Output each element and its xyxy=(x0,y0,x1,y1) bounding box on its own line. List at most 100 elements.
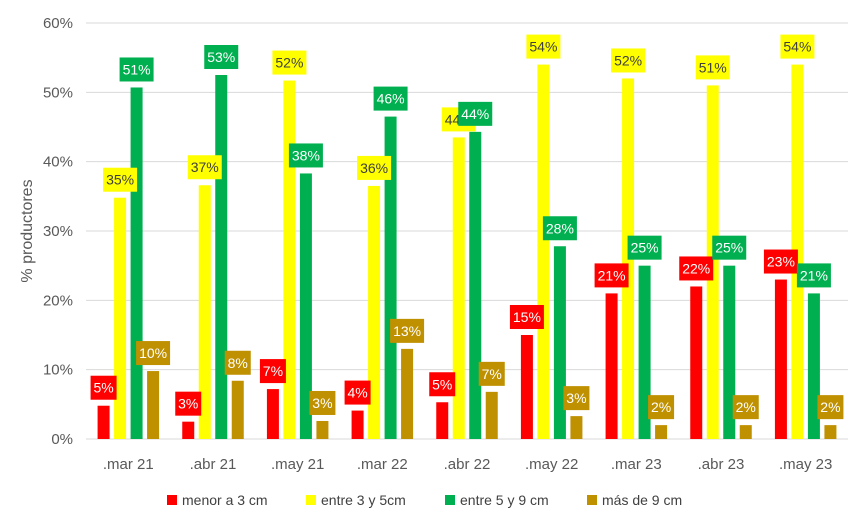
svg-text:37%: 37% xyxy=(191,159,219,175)
svg-text:25%: 25% xyxy=(631,240,659,256)
bar xyxy=(283,80,296,440)
legend-label: más de 9 cm xyxy=(602,492,682,508)
bar xyxy=(351,410,364,439)
y-axis-label: % productores xyxy=(19,179,36,282)
data-label: 51% xyxy=(695,55,730,80)
bar xyxy=(553,246,566,439)
bar xyxy=(266,389,279,439)
svg-text:35%: 35% xyxy=(106,172,134,188)
bar xyxy=(824,425,837,439)
data-label: 15% xyxy=(509,305,544,329)
legend-item: menor a 3 cm xyxy=(167,492,268,508)
bar xyxy=(520,335,533,439)
bar xyxy=(774,279,787,439)
svg-text:22%: 22% xyxy=(682,260,710,276)
data-label: 13% xyxy=(390,318,425,343)
legend-swatch xyxy=(445,495,455,505)
svg-text:7%: 7% xyxy=(263,363,283,379)
bar xyxy=(316,420,329,439)
svg-text:7%: 7% xyxy=(482,366,502,382)
y-tick-label: 60% xyxy=(43,15,73,32)
bar xyxy=(114,197,127,439)
data-label: 52% xyxy=(611,48,646,73)
data-label: 3% xyxy=(175,391,202,416)
data-label: 21% xyxy=(594,263,629,288)
svg-text:36%: 36% xyxy=(360,160,388,176)
data-label: 54% xyxy=(526,34,561,59)
bar xyxy=(605,293,618,439)
bar xyxy=(401,348,414,439)
bar xyxy=(723,265,736,439)
bar xyxy=(198,185,211,439)
data-label: 23% xyxy=(763,249,798,274)
svg-text:2%: 2% xyxy=(651,399,671,415)
svg-text:28%: 28% xyxy=(546,220,574,236)
bar xyxy=(182,421,195,439)
legend-item: entre 3 y 5cm xyxy=(306,492,406,508)
svg-text:46%: 46% xyxy=(377,91,405,107)
bar xyxy=(368,185,381,439)
x-tick-label: .mar 22 xyxy=(357,456,408,473)
data-label: 25% xyxy=(627,235,662,260)
data-label: 2% xyxy=(817,395,844,420)
x-tick-label: .may 23 xyxy=(779,456,832,473)
bar xyxy=(384,116,397,439)
svg-text:51%: 51% xyxy=(699,59,727,75)
legend-label: entre 5 y 9 cm xyxy=(460,492,549,508)
bar xyxy=(436,402,449,439)
svg-text:3%: 3% xyxy=(312,395,332,411)
svg-text:13%: 13% xyxy=(393,323,421,339)
svg-text:38%: 38% xyxy=(292,147,320,163)
data-label: 37% xyxy=(187,155,222,180)
svg-text:5%: 5% xyxy=(93,380,113,396)
svg-text:23%: 23% xyxy=(767,254,795,270)
data-label: 52% xyxy=(272,50,307,75)
legend-label: entre 3 y 5cm xyxy=(321,492,406,508)
legend-swatch xyxy=(167,495,177,505)
bar xyxy=(231,380,244,439)
bar xyxy=(690,286,703,439)
data-label: 7% xyxy=(259,359,286,384)
x-tick-label: .abr 23 xyxy=(698,456,745,473)
data-label: 10% xyxy=(136,341,171,366)
svg-text:21%: 21% xyxy=(598,267,626,283)
data-label: 7% xyxy=(478,361,505,386)
svg-text:53%: 53% xyxy=(207,49,235,65)
x-axis-ticks: .mar 21 .abr 21 .may 21 .mar 22 .abr 22 .may … xyxy=(103,456,832,473)
y-tick-label: 50% xyxy=(43,84,73,101)
bar xyxy=(638,265,651,439)
y-tick-label: 0% xyxy=(51,431,73,448)
data-label: 5% xyxy=(429,372,456,397)
legend-item: entre 5 y 9 cm xyxy=(445,492,549,508)
data-label: 36% xyxy=(357,155,392,180)
y-tick-label: 40% xyxy=(43,154,73,171)
x-tick-label: .may 21 xyxy=(271,456,324,473)
legend: menor a 3 cm entre 3 y 5cm entre 5 y 9 cm m… xyxy=(167,492,682,508)
svg-text:25%: 25% xyxy=(715,240,743,256)
svg-text:10%: 10% xyxy=(139,345,167,361)
svg-text:2%: 2% xyxy=(736,399,756,415)
svg-text:3%: 3% xyxy=(178,396,198,412)
data-label: 22% xyxy=(679,256,714,281)
data-label: 21% xyxy=(796,263,831,288)
bar xyxy=(452,137,465,439)
svg-text:4%: 4% xyxy=(347,385,367,401)
bar xyxy=(130,87,143,439)
data-label: 51% xyxy=(119,57,154,82)
y-tick-label: 10% xyxy=(43,362,73,379)
bar xyxy=(147,371,160,439)
legend-swatch xyxy=(587,495,597,505)
y-tick-label: 20% xyxy=(43,292,73,309)
svg-text:2%: 2% xyxy=(820,399,840,415)
svg-text:52%: 52% xyxy=(614,52,642,68)
svg-text:3%: 3% xyxy=(566,390,586,406)
y-tick-label: 30% xyxy=(43,223,73,240)
x-tick-label: .mar 21 xyxy=(103,456,154,473)
x-tick-label: .abr 22 xyxy=(444,456,491,473)
bar xyxy=(97,405,110,439)
svg-text:5%: 5% xyxy=(432,376,452,392)
legend-label: menor a 3 cm xyxy=(182,492,268,508)
y-axis-ticks: 0% 10% 20% 30% 40% 50% 60% xyxy=(43,15,73,448)
bar xyxy=(299,173,312,439)
